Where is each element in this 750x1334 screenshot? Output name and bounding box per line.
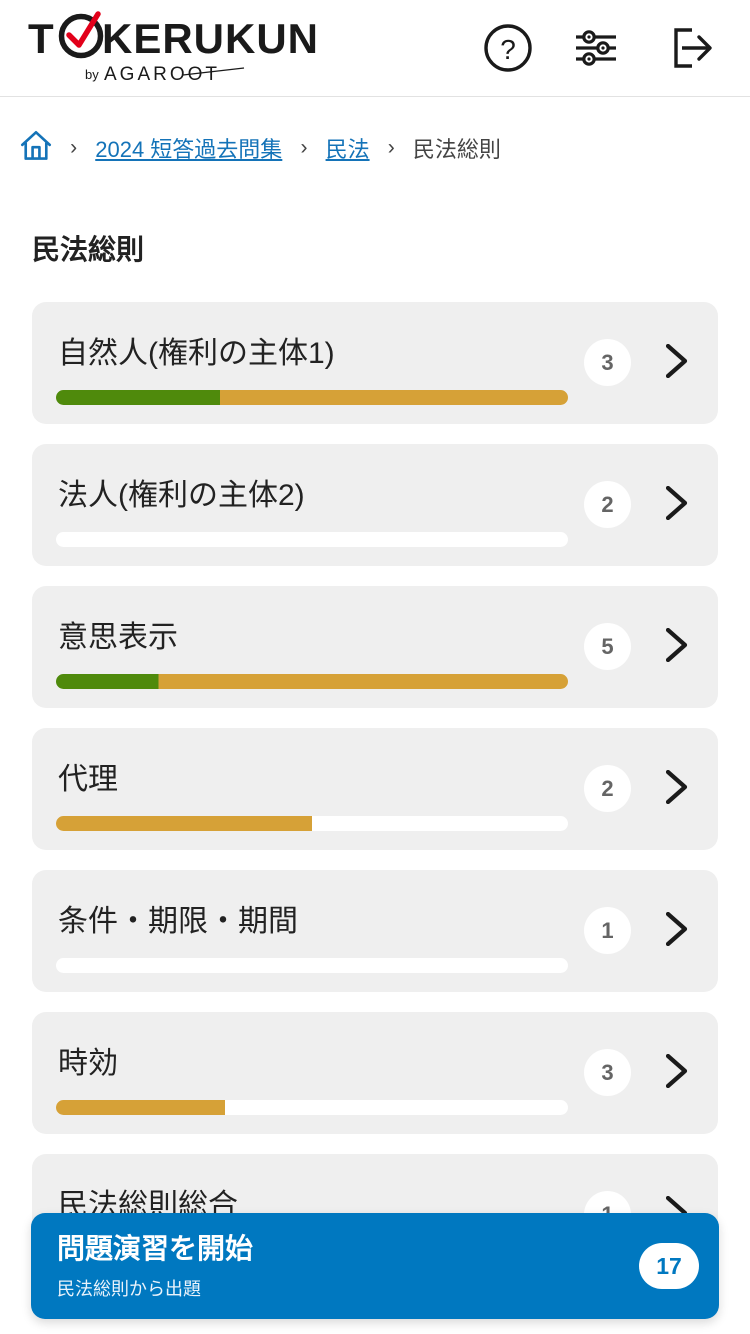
svg-text:AGAROOT: AGAROOT bbox=[104, 64, 220, 85]
svg-text:KERUKUN: KERUKUN bbox=[102, 15, 319, 62]
svg-text:by: by bbox=[85, 67, 99, 82]
svg-text:T: T bbox=[28, 15, 54, 62]
svg-text:?: ? bbox=[500, 34, 516, 65]
